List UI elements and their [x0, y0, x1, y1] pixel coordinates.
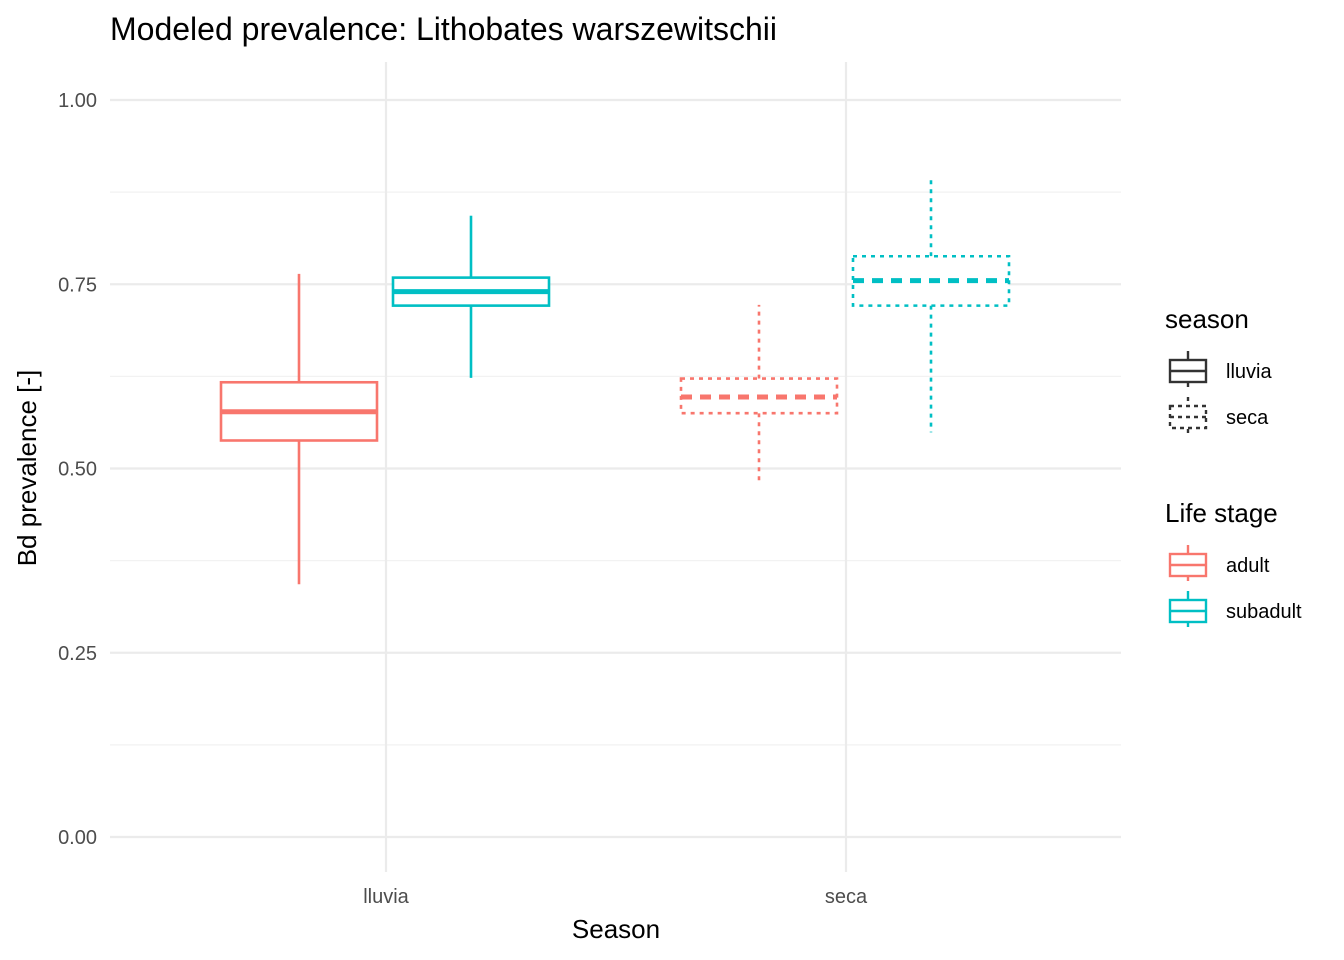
legend-key-seca [1168, 397, 1208, 433]
boxes [219, 175, 1011, 585]
axes: 0.00 0.25 0.50 0.75 1.00 lluvia seca [58, 90, 868, 908]
chart-title: Modeled prevalence: Lithobates warszewit… [110, 11, 777, 47]
legend-key-adult [1168, 545, 1208, 581]
x-tick-label: seca [825, 886, 868, 908]
legend-label-life-stage: adult [1226, 555, 1270, 577]
legend: season lluvia seca Life stage adult subadult [1165, 304, 1302, 627]
legend-title-season: season [1165, 304, 1249, 334]
legend-title-life-stage: Life stage [1165, 498, 1278, 528]
box-seca-subadult [851, 175, 1011, 433]
y-axis-title: Bd prevalence [-] [12, 370, 42, 567]
y-tick-label: 0.00 [58, 827, 97, 849]
legend-key-lluvia [1168, 351, 1208, 387]
y-tick-label: 0.75 [58, 274, 97, 296]
plot-area [110, 62, 1121, 872]
x-axis-title: Season [572, 914, 660, 944]
box-seca-adult [679, 304, 839, 485]
legend-key-subadult [1168, 591, 1208, 627]
legend-label-season: lluvia [1226, 361, 1272, 383]
y-tick-label: 0.25 [58, 643, 97, 665]
legend-label-season: seca [1226, 407, 1269, 429]
y-tick-label: 1.00 [58, 90, 97, 112]
grid [110, 62, 1121, 872]
legend-label-life-stage: subadult [1226, 601, 1302, 623]
box-lluvia-subadult [391, 215, 551, 378]
box-lluvia-adult [219, 273, 379, 585]
x-tick-label: lluvia [363, 886, 409, 908]
y-tick-label: 0.50 [58, 459, 97, 481]
